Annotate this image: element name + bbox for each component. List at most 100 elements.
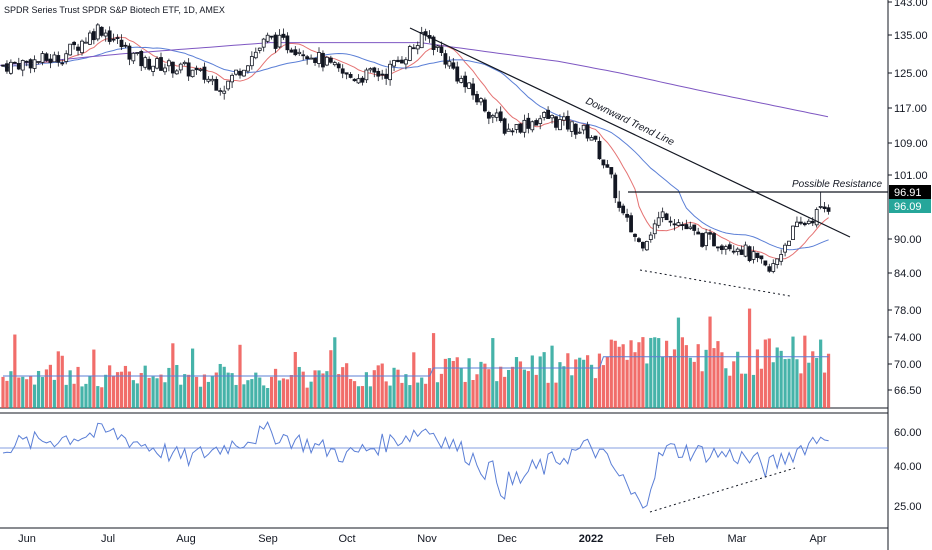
candle-body[interactable] [360,77,365,83]
candle-body[interactable] [625,213,629,218]
candle-body[interactable] [708,232,712,235]
candle-body[interactable] [585,124,590,139]
candle-body[interactable] [174,70,179,75]
candle-body[interactable] [163,67,167,73]
candle-body[interactable] [317,52,321,64]
candle-body[interactable] [28,59,33,69]
candle-body[interactable] [80,40,84,54]
candle-body[interactable] [471,83,475,96]
candle-body[interactable] [613,174,618,199]
candle-body[interactable] [289,49,294,53]
candle-body[interactable] [486,112,491,119]
candle-body[interactable] [700,232,705,247]
candle-body[interactable] [222,90,227,94]
candle-body[interactable] [265,34,270,42]
candle-body[interactable] [617,201,622,208]
candle-body[interactable] [277,34,282,48]
candle-body[interactable] [565,115,570,130]
candle-body[interactable] [802,222,807,226]
candle-body[interactable] [143,57,148,68]
candle-body[interactable] [751,251,756,260]
candle-body[interactable] [723,246,728,250]
candle-body[interactable] [716,246,720,249]
candle-body[interactable] [321,52,325,68]
candle-body[interactable] [198,68,203,71]
candle-body[interactable] [336,63,341,69]
candle-body[interactable] [194,67,199,71]
candle-body[interactable] [467,82,472,89]
candle-body[interactable] [206,78,211,82]
candle-body[interactable] [672,223,677,226]
candle-body[interactable] [644,240,649,251]
candle-body[interactable] [704,232,708,247]
candle-body[interactable] [498,111,503,122]
candle-body[interactable] [328,57,333,63]
candle-body[interactable] [660,211,665,218]
candle-body[interactable] [249,56,254,67]
candle-body[interactable] [447,60,452,67]
candle-body[interactable] [475,93,479,103]
candle-body[interactable] [178,63,183,71]
candle-body[interactable] [593,135,598,140]
candle-body[interactable] [99,26,104,36]
candle-body[interactable] [558,119,562,131]
candle-body[interactable] [455,66,460,82]
candle-body[interactable] [400,59,404,64]
candle-body[interactable] [550,114,554,119]
candle-body[interactable] [285,35,290,51]
candle-body[interactable] [522,119,527,133]
candle-body[interactable] [735,248,740,252]
candle-body[interactable] [313,57,317,63]
candle-body[interactable] [787,240,791,246]
candle-body[interactable] [24,60,29,63]
candle-body[interactable] [494,112,499,118]
candle-body[interactable] [791,225,795,240]
candle-body[interactable] [692,224,697,231]
candle-body[interactable] [530,121,535,131]
candle-body[interactable] [226,80,231,90]
candle-body[interactable] [396,59,400,63]
candle-body[interactable] [562,116,566,121]
candle-body[interactable] [16,63,21,70]
candle-body[interactable] [431,36,436,50]
candle-body[interactable] [502,118,507,134]
candle-body[interactable] [214,78,219,91]
candle-body[interactable] [135,52,140,54]
candle-body[interactable] [684,224,689,230]
candle-body[interactable] [218,90,223,93]
candle-body[interactable] [88,32,92,45]
candle-body[interactable] [676,222,681,226]
candle-body[interactable] [648,234,653,240]
candle-body[interactable] [554,116,558,128]
candle-body[interactable] [419,31,424,49]
candle-body[interactable] [297,51,302,54]
candle-body[interactable] [597,140,602,160]
candle-body[interactable] [526,117,531,129]
candle-body[interactable] [799,221,803,224]
candle-body[interactable] [569,121,574,132]
candle-body[interactable] [490,115,495,118]
candle-body[interactable] [36,61,41,63]
candle-body[interactable] [76,46,80,51]
candle-body[interactable] [637,238,641,242]
candle-body[interactable] [242,69,246,77]
candle-body[interactable] [435,45,440,48]
candle-body[interactable] [324,56,329,66]
candle-body[interactable] [810,220,815,224]
candle-body[interactable] [159,57,163,71]
candle-body[interactable] [759,255,764,260]
candle-body[interactable] [155,58,159,69]
candle-body[interactable] [546,109,550,119]
candle-body[interactable] [95,24,100,40]
candle-body[interactable] [115,37,120,39]
candle-body[interactable] [72,41,76,46]
candle-body[interactable] [60,62,65,65]
candle-body[interactable] [166,60,171,67]
candle-body[interactable] [301,54,306,57]
candle-body[interactable] [253,51,258,59]
candle-body[interactable] [245,65,250,72]
candle-body[interactable] [822,206,827,210]
candle-body[interactable] [534,120,539,126]
candle-body[interactable] [581,124,586,131]
candle-body[interactable] [771,263,776,272]
